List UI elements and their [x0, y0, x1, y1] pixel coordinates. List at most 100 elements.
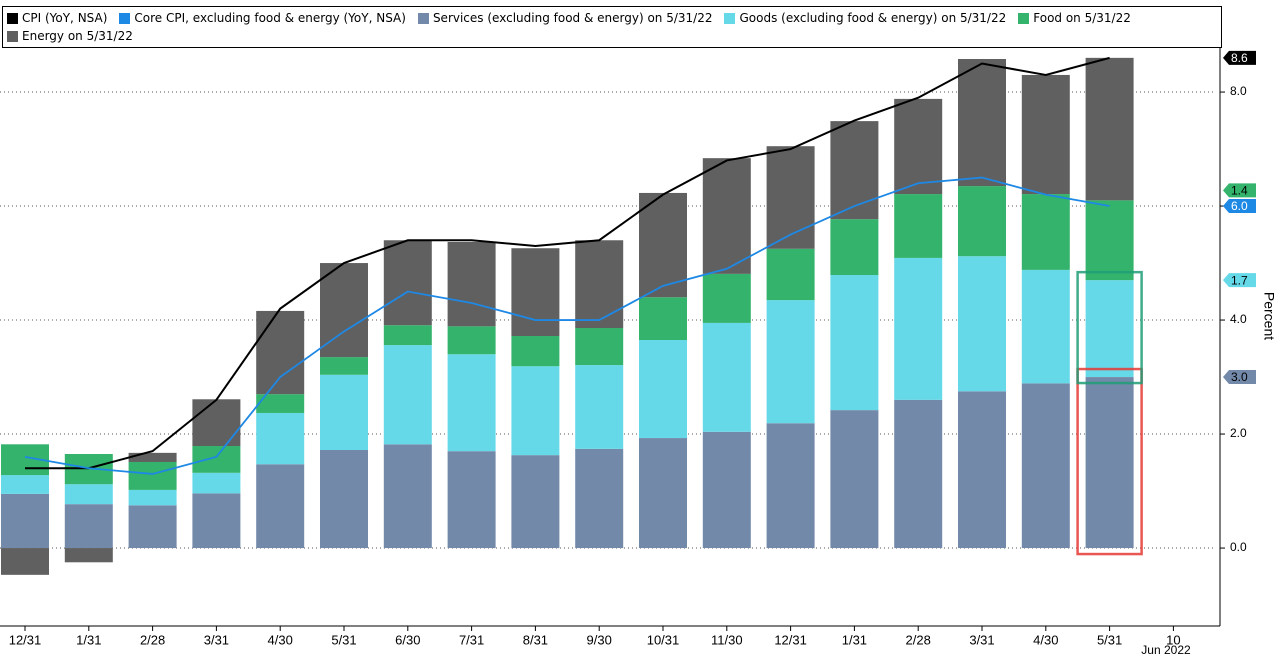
- legend-label: CPI (YoY, NSA): [22, 11, 108, 25]
- bar-segment: [320, 450, 368, 549]
- x-tick-label: 7/31: [459, 632, 484, 647]
- bar-segment: [1021, 194, 1070, 270]
- x-tick-label: 12/31: [9, 632, 42, 647]
- bar-segment: [383, 345, 432, 445]
- legend-item: Services (excluding food & energy) on 5/…: [417, 9, 713, 27]
- bar-segment: [830, 275, 879, 411]
- bar-segment: [639, 340, 687, 439]
- bar-segment: [383, 325, 432, 346]
- legend-label: Food on 5/31/22: [1033, 11, 1131, 25]
- bar-segment: [766, 248, 815, 301]
- x-tick-label: 5/31: [1097, 632, 1122, 647]
- bar-segment: [256, 464, 305, 549]
- bar-segment: [894, 98, 943, 195]
- bar-segment: [766, 423, 815, 549]
- bar-segment: [64, 548, 113, 563]
- y-tick-label: 8.0: [1230, 84, 1247, 98]
- x-tick-label: 4/30: [268, 632, 293, 647]
- legend-label: Energy on 5/31/22: [22, 29, 133, 43]
- bar-segment: [192, 446, 241, 473]
- bar-segment: [639, 297, 687, 340]
- bar-segment: [192, 472, 241, 494]
- legend-item: Goods (excluding food & energy) on 5/31/…: [724, 9, 1006, 27]
- value-tag-bg: [1223, 183, 1256, 198]
- x-tick-label: 2/28: [906, 632, 931, 647]
- legend-item: Core CPI, excluding food & energy (YoY, …: [119, 9, 406, 27]
- value-tag-label: 6.0: [1231, 199, 1248, 213]
- bar-segment: [64, 504, 113, 549]
- highlight-box: [1076, 270, 1143, 385]
- legend-swatch: [7, 12, 18, 24]
- bar-segment: [128, 505, 177, 549]
- bar-segment: [256, 394, 305, 413]
- bar-segment: [64, 484, 113, 505]
- bar-segment: [383, 240, 432, 326]
- bar-segment: [128, 461, 177, 490]
- bar-segment: [128, 489, 177, 506]
- bar-segment: [320, 263, 368, 358]
- value-tag: 1.4: [1223, 183, 1256, 198]
- value-tag-label: 8.6: [1231, 51, 1248, 65]
- legend-item: Food on 5/31/22: [1018, 9, 1131, 27]
- legend: CPI (YoY, NSA) Core CPI, excluding food &…: [2, 6, 1222, 48]
- x-tick-label: 11/30: [711, 632, 743, 647]
- x-tick-label: 6/30: [395, 632, 420, 647]
- bar-segment: [1, 493, 49, 549]
- x-tick-label: 5/31: [331, 632, 356, 647]
- x-tick-label: 10/31: [647, 632, 680, 647]
- bar-segment: [1, 548, 49, 575]
- bar-segment: [702, 322, 751, 432]
- highlight-box: [1076, 367, 1143, 556]
- bar-segment: [1021, 269, 1070, 384]
- bar-segment: [128, 452, 177, 462]
- bar-segment: [830, 121, 879, 220]
- x-tick-label: 2/28: [140, 632, 165, 647]
- bar-segment: [511, 336, 560, 367]
- bar-segment: [766, 146, 815, 249]
- bar-segment: [1085, 280, 1134, 378]
- value-tag-label: 1.7: [1231, 273, 1248, 287]
- value-tag-label: 1.4: [1231, 184, 1248, 198]
- bar-segment: [575, 448, 624, 549]
- line-series: [25, 56, 1110, 470]
- bar-segment: [958, 58, 1006, 187]
- legend-swatch: [119, 12, 131, 24]
- value-tag-bg: [1223, 50, 1256, 65]
- bar-segment: [575, 328, 624, 366]
- y-axis-label: Percent: [1261, 292, 1277, 340]
- bar-segment: [256, 310, 305, 395]
- x-tick-label: 1/31: [76, 632, 101, 647]
- y-tick-label: 0.0: [1230, 540, 1247, 554]
- bar-segment: [1021, 383, 1070, 549]
- x-tick-label: 3/31: [969, 632, 994, 647]
- bar-segment: [958, 256, 1006, 392]
- legend-label: Core CPI, excluding food & energy (YoY, …: [134, 11, 406, 25]
- legend-label: Services (excluding food & energy) on 5/…: [432, 11, 713, 25]
- bar-segment: [702, 273, 751, 323]
- bar-segment: [1, 475, 49, 494]
- value-tag: 6.0: [1223, 199, 1256, 213]
- y-tick-label: 4.0: [1230, 312, 1247, 326]
- bar-segment: [447, 451, 496, 549]
- x-tick-label: 1/31: [842, 632, 867, 647]
- bar-segment: [511, 248, 560, 337]
- line-series: [24, 176, 1110, 475]
- bar-segment: [894, 399, 943, 549]
- bar-segment: [1085, 200, 1134, 281]
- bar-segment: [575, 365, 624, 449]
- bar-segment: [447, 354, 496, 452]
- value-tag-label: 3.0: [1231, 370, 1248, 384]
- bar-segment: [958, 391, 1006, 549]
- value-tag: 8.6: [1223, 50, 1256, 65]
- bar-segment: [958, 186, 1006, 257]
- legend-swatch: [724, 12, 736, 24]
- bar-segment: [1085, 57, 1134, 201]
- bar-segment: [639, 438, 687, 549]
- bar-segment: [830, 410, 879, 549]
- value-tag-bg: [1223, 199, 1256, 214]
- value-tag: 3.0: [1223, 370, 1256, 384]
- bar-segment: [702, 158, 751, 274]
- x-annotation: Jun 2022: [1141, 643, 1191, 657]
